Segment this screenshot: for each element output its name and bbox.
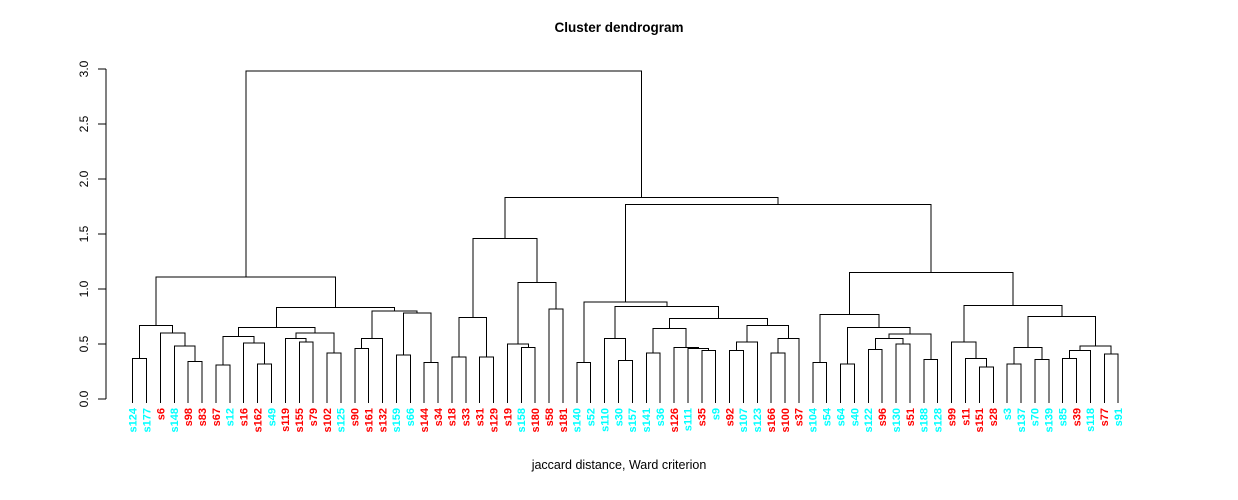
leaf-label: s67 [211, 408, 223, 426]
leaf-label: s30 [613, 408, 625, 426]
leaf-label: s102 [322, 408, 334, 432]
leaf-label: s144 [419, 407, 431, 432]
leaf-label: s107 [738, 408, 750, 432]
leaf-label: s64 [835, 407, 847, 426]
leaf-label: s28 [988, 408, 1000, 426]
leaf-label: s99 [946, 408, 958, 426]
leaf-label: s110 [599, 408, 611, 432]
leaf-label: s119 [280, 408, 292, 432]
leaf-label: s35 [697, 408, 709, 426]
leaf-label: s166 [766, 408, 778, 432]
y-axis-tick-label: 2.0 [77, 170, 91, 187]
leaf-label: s139 [1044, 408, 1056, 432]
leaf-label: s6 [155, 408, 167, 420]
leaf-label: s129 [488, 408, 500, 432]
leaf-label: s9 [710, 408, 722, 420]
leaf-label: s132 [377, 408, 389, 432]
leaf-label: s162 [252, 408, 264, 432]
leaf-label: s79 [308, 408, 320, 426]
leaf-label: s130 [891, 408, 903, 432]
leaf-label: s34 [433, 407, 445, 426]
leaf-label: s157 [627, 408, 639, 432]
leaf-label: s66 [405, 408, 417, 426]
leaf-label: s181 [558, 408, 570, 432]
leaf-label: s31 [474, 408, 486, 426]
leaf-label: s49 [266, 408, 278, 426]
leaf-label: s96 [877, 408, 889, 426]
y-axis: 0.0 0.5 1.0 1.5 2.0 2.5 3.0 [77, 60, 107, 407]
leaf-labels: s124 s177 s6 s148 s98 s83 s67 s12 s16 s162 s49 s119… [127, 407, 1124, 432]
leaf-label: s92 [724, 408, 736, 426]
chart-title: Cluster dendrogram [554, 20, 684, 35]
leaf-label: s11 [960, 408, 972, 426]
leaf-label: s83 [197, 408, 209, 426]
leaf-label: s123 [752, 408, 764, 432]
leaf-label: s141 [641, 408, 653, 432]
leaf-label: s90 [350, 408, 362, 426]
y-axis-tick-label: 0.5 [77, 335, 91, 352]
y-axis-tick-label: 1.5 [77, 225, 91, 242]
leaf-label: s18 [447, 408, 459, 426]
leaf-label: s16 [238, 408, 250, 426]
leaf-label: s180 [530, 408, 542, 432]
x-axis-label: jaccard distance, Ward criterion [531, 458, 707, 472]
leaf-label: s77 [1099, 408, 1111, 426]
leaf-label: s122 [863, 408, 875, 432]
leaf-label: s155 [294, 408, 306, 432]
leaf-label: s19 [502, 408, 514, 426]
leaf-label: s148 [169, 408, 181, 432]
leaf-label: s137 [1016, 408, 1028, 432]
leaf-label: s126 [669, 408, 681, 432]
leaf-label: s85 [1057, 408, 1069, 426]
leaf-label: s151 [974, 408, 986, 432]
y-axis-tick-label: 0.0 [77, 390, 91, 407]
leaf-label: s161 [363, 408, 375, 432]
leaf-label: s12 [225, 408, 237, 426]
leaf-label: s58 [544, 408, 556, 426]
leaf-label: s159 [391, 408, 403, 432]
leaf-label: s36 [655, 408, 667, 426]
dendrogram-tree [132, 70, 1119, 403]
leaf-label: s111 [683, 408, 695, 431]
leaf-label: s124 [127, 407, 139, 432]
dendrogram-branches [132, 70, 1119, 403]
y-axis-tick-label: 3.0 [77, 60, 91, 77]
leaf-label: s52 [585, 408, 597, 426]
leaf-label: s98 [183, 408, 195, 426]
leaf-label: s188 [919, 408, 931, 432]
leaf-label: s37 [794, 408, 806, 426]
leaf-label: s100 [780, 408, 792, 432]
leaf-label: s51 [905, 408, 917, 426]
leaf-label: s3 [1002, 408, 1014, 420]
leaf-label: s91 [1113, 408, 1125, 426]
leaf-label: s158 [516, 408, 528, 432]
leaf-label: s70 [1030, 408, 1042, 426]
leaf-label: s40 [849, 408, 861, 426]
y-axis-tick-label: 2.5 [77, 115, 91, 132]
leaf-label: s54 [821, 407, 833, 426]
leaf-label: s39 [1071, 408, 1083, 426]
y-axis-tick-label: 1.0 [77, 280, 91, 297]
leaf-label: s104 [808, 407, 820, 432]
leaf-label: s128 [932, 408, 944, 432]
leaf-label: s118 [1085, 408, 1097, 432]
leaf-label: s33 [461, 408, 473, 426]
leaf-label: s140 [572, 408, 584, 432]
leaf-label: s125 [336, 408, 348, 432]
leaf-label: s177 [141, 408, 153, 432]
